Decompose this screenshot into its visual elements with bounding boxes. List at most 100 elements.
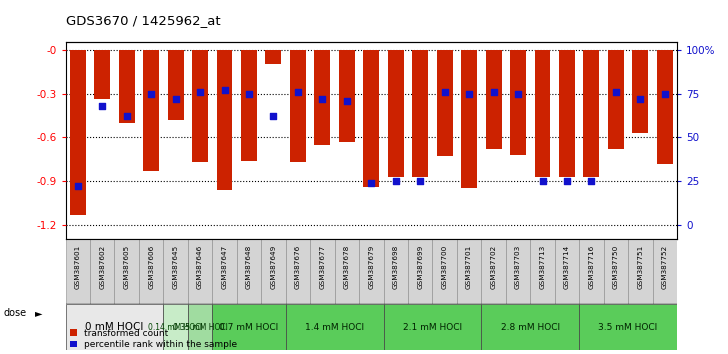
Bar — [530, 239, 555, 304]
Bar — [290, 50, 306, 162]
Point — [243, 91, 255, 96]
Text: 0 mM HOCl: 0 mM HOCl — [85, 322, 143, 332]
Text: GSM387647: GSM387647 — [221, 245, 228, 289]
Bar — [90, 239, 114, 304]
Text: GSM387698: GSM387698 — [392, 245, 399, 289]
Bar — [555, 239, 579, 304]
Bar — [481, 304, 579, 350]
Bar — [216, 50, 232, 190]
Point — [341, 98, 352, 103]
Text: ►: ► — [35, 308, 42, 318]
Point — [488, 89, 499, 95]
Text: 0.14 mM HOCl: 0.14 mM HOCl — [149, 323, 203, 332]
Text: 0.35 mM HOCl: 0.35 mM HOCl — [173, 323, 227, 332]
Text: GSM387605: GSM387605 — [124, 245, 130, 289]
Bar — [163, 239, 188, 304]
Point — [292, 89, 304, 95]
Point — [72, 183, 84, 189]
Bar — [412, 50, 428, 177]
Text: 2.8 mM HOCl: 2.8 mM HOCl — [501, 323, 560, 332]
Bar — [481, 239, 506, 304]
Text: GSM387699: GSM387699 — [417, 245, 423, 289]
Text: GSM387714: GSM387714 — [564, 245, 570, 289]
Bar — [339, 50, 355, 142]
Text: GSM387679: GSM387679 — [368, 245, 374, 289]
Text: GSM387702: GSM387702 — [491, 245, 496, 289]
Bar — [70, 50, 86, 215]
Text: GSM387601: GSM387601 — [75, 245, 81, 289]
Bar — [119, 50, 135, 123]
Bar — [213, 239, 237, 304]
Bar — [94, 50, 110, 99]
Point — [365, 180, 377, 185]
Bar — [335, 239, 359, 304]
Text: 2.1 mM HOCl: 2.1 mM HOCl — [403, 323, 462, 332]
Point — [194, 89, 206, 95]
Bar — [657, 50, 673, 164]
Bar — [384, 239, 408, 304]
Bar — [261, 239, 285, 304]
Text: GSM387751: GSM387751 — [637, 245, 644, 289]
Point — [96, 103, 108, 109]
Point — [463, 91, 475, 96]
Bar — [506, 239, 530, 304]
Point — [414, 178, 426, 184]
Text: 1.4 mM HOCl: 1.4 mM HOCl — [305, 323, 364, 332]
Text: GSM387713: GSM387713 — [539, 245, 545, 289]
Bar — [384, 304, 481, 350]
Bar — [604, 239, 628, 304]
Bar — [314, 50, 331, 145]
Text: GSM387750: GSM387750 — [613, 245, 619, 289]
Bar — [359, 239, 384, 304]
Bar — [163, 304, 188, 350]
Bar — [285, 239, 310, 304]
Point — [170, 96, 181, 102]
Point — [218, 87, 230, 93]
Bar — [628, 239, 652, 304]
Point — [610, 89, 622, 95]
Text: GSM387677: GSM387677 — [320, 245, 325, 289]
Bar — [579, 239, 604, 304]
Bar — [579, 304, 677, 350]
Point — [561, 178, 573, 184]
Text: 3.5 mM HOCl: 3.5 mM HOCl — [598, 323, 657, 332]
Legend: transformed count, percentile rank within the sample: transformed count, percentile rank withi… — [70, 329, 237, 349]
Bar — [432, 239, 457, 304]
Bar — [266, 50, 282, 64]
Bar — [608, 50, 624, 149]
Point — [513, 91, 524, 96]
Text: GSM387645: GSM387645 — [173, 245, 178, 289]
Bar — [241, 50, 257, 161]
Point — [121, 114, 132, 119]
Point — [585, 178, 597, 184]
Bar — [408, 239, 432, 304]
Bar — [167, 50, 183, 120]
Text: GDS3670 / 1425962_at: GDS3670 / 1425962_at — [66, 14, 220, 27]
Point — [390, 178, 402, 184]
Bar — [652, 239, 677, 304]
Point — [268, 114, 280, 119]
Bar — [66, 239, 90, 304]
Text: GSM387700: GSM387700 — [442, 245, 448, 289]
Point — [635, 96, 646, 102]
Bar — [114, 239, 139, 304]
Text: GSM387752: GSM387752 — [662, 245, 668, 289]
Bar — [633, 50, 649, 133]
Bar — [437, 50, 453, 156]
Point — [317, 96, 328, 102]
Bar — [510, 50, 526, 155]
Bar — [559, 50, 575, 177]
Text: GSM387701: GSM387701 — [466, 245, 472, 289]
Text: GSM387716: GSM387716 — [588, 245, 595, 289]
Bar — [363, 50, 379, 187]
Bar — [213, 304, 285, 350]
Point — [146, 91, 157, 96]
Text: GSM387678: GSM387678 — [344, 245, 350, 289]
Point — [659, 91, 670, 96]
Bar — [583, 50, 599, 177]
Bar — [461, 50, 477, 188]
Text: GSM387649: GSM387649 — [270, 245, 277, 289]
Bar — [139, 239, 163, 304]
Bar — [192, 50, 208, 162]
Bar — [457, 239, 481, 304]
